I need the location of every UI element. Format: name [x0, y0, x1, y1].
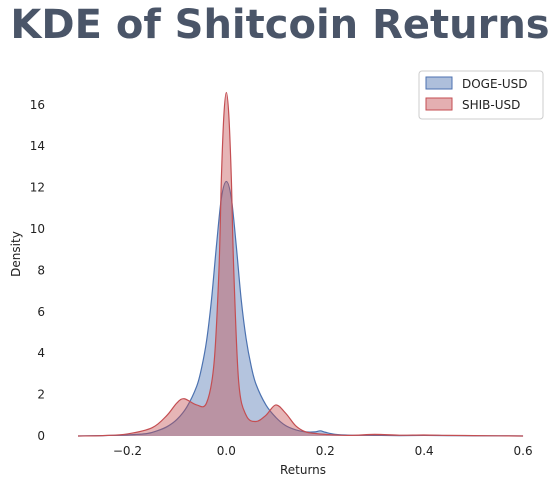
- legend: DOGE-USD SHIB-USD: [418, 70, 544, 120]
- series-layer: [77, 91, 524, 437]
- y-tick-label: 16: [30, 98, 45, 112]
- legend-label-shib: SHIB-USD: [462, 98, 520, 112]
- x-tick-label: 0.6: [514, 444, 533, 458]
- y-axis-label: Density: [9, 231, 23, 277]
- legend-frame: [418, 70, 544, 120]
- y-tick-label: 8: [37, 263, 45, 277]
- y-tick-label: 6: [37, 305, 45, 319]
- y-tick-label: 10: [30, 222, 45, 236]
- x-tick-label: −0.2: [113, 444, 142, 458]
- legend-label-doge: DOGE-USD: [462, 77, 528, 91]
- chart-title: KDE of Shitcoin Returns: [10, 2, 549, 48]
- x-tick-label: 0.0: [217, 444, 236, 458]
- x-axis-label: Returns: [280, 463, 326, 477]
- x-tick-label: 0.4: [415, 444, 434, 458]
- x-tick-label: 0.2: [316, 444, 335, 458]
- legend-swatch-shib: [425, 97, 453, 111]
- y-tick-label: 14: [30, 139, 45, 153]
- x-axis-ticks: −0.2 0.0 0.2 0.4 0.6: [113, 444, 533, 458]
- kde-line-doge-usd: [77, 180, 524, 437]
- kde-area-shib-usd: [78, 92, 524, 437]
- y-tick-label: 2: [37, 388, 45, 402]
- y-tick-label: 4: [37, 346, 45, 360]
- y-axis-ticks: 0 2 4 6 8 10 12 14 16: [30, 98, 45, 443]
- legend-swatch-doge: [425, 76, 453, 90]
- kde-line-shib-usd: [77, 91, 524, 437]
- y-tick-label: 12: [30, 181, 45, 195]
- kde-area-doge-usd: [78, 181, 524, 436]
- y-tick-label: 0: [37, 429, 45, 443]
